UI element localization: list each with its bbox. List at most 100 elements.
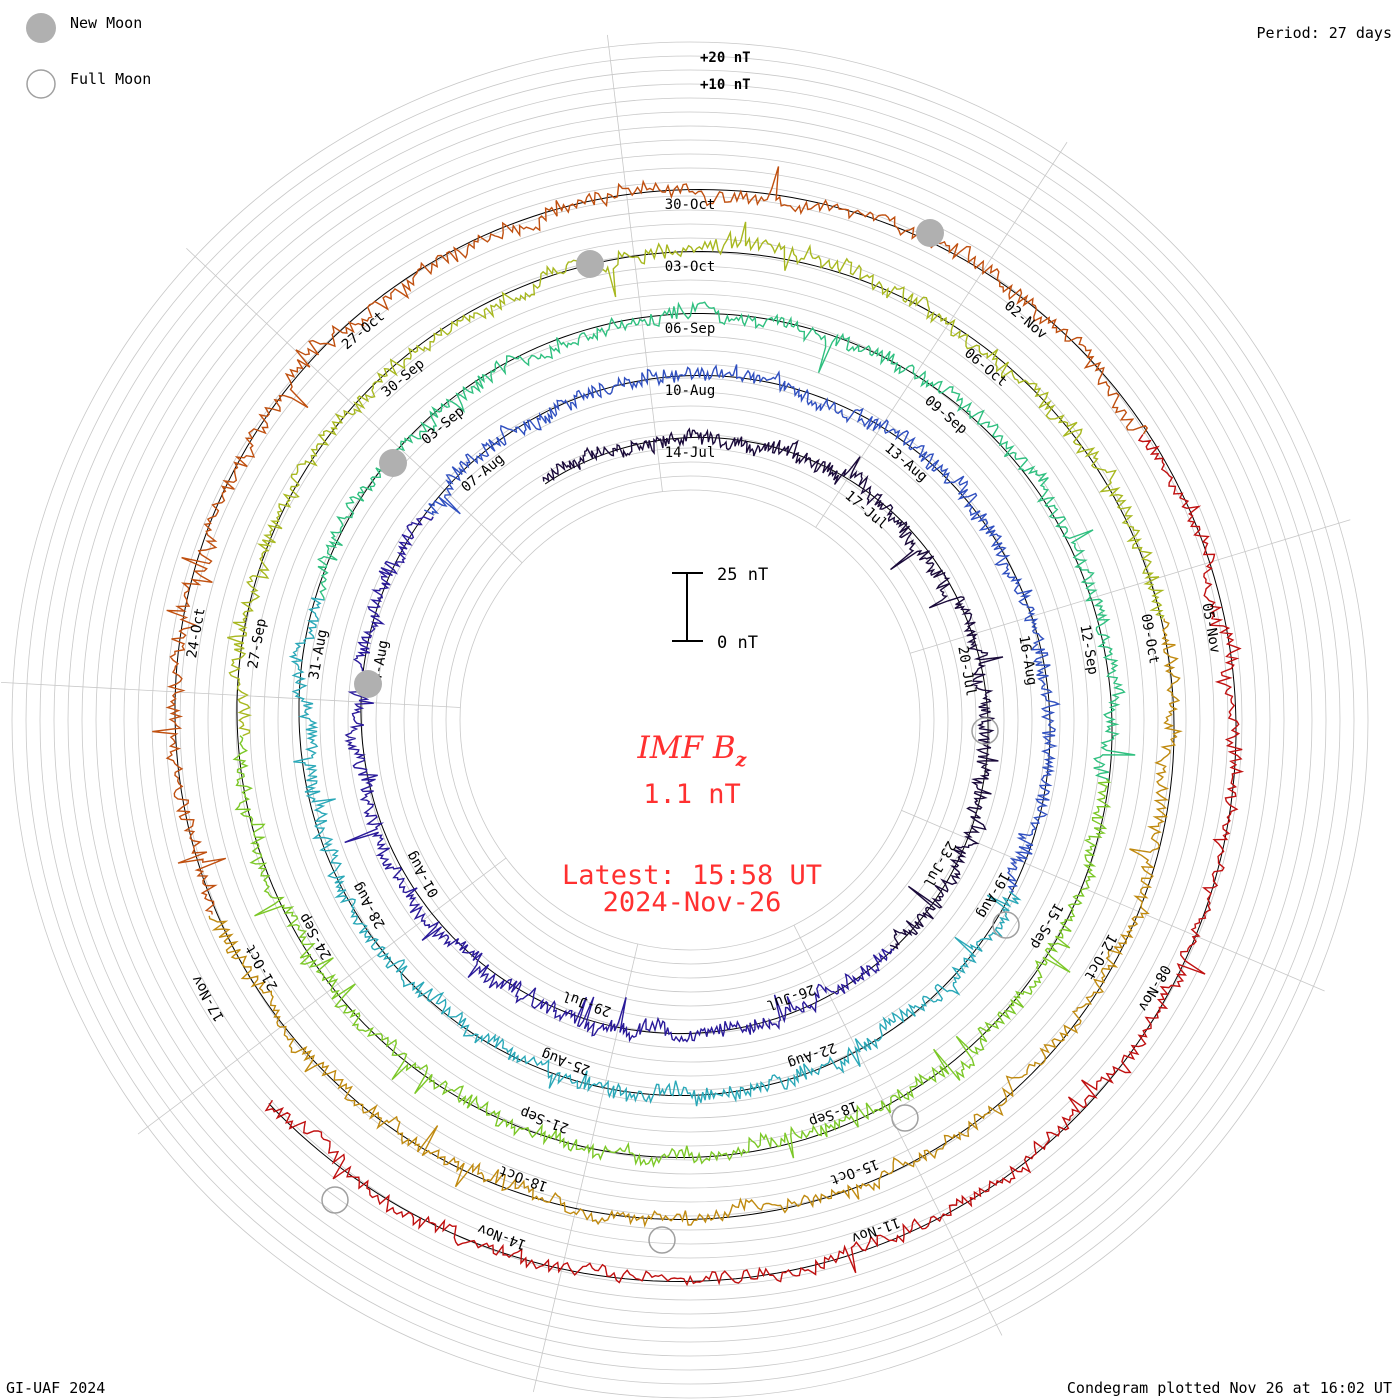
date-label: 24-Oct — [184, 607, 209, 660]
bz-trace-segment — [288, 597, 1022, 1107]
date-label: 14-Jul — [665, 445, 716, 461]
baseline-spiral — [174, 188, 1237, 1283]
scale-bar: 25 nT 0 nT — [672, 565, 768, 653]
bz-trace-segment — [317, 301, 1136, 781]
date-label: 05-Nov — [1198, 602, 1223, 655]
grid-ring — [25, 55, 1355, 1385]
full-moon-icon — [26, 69, 56, 99]
scale-top-label: 25 nT — [717, 565, 768, 585]
grid-spoke — [137, 857, 507, 1135]
latest-date: 2024-Nov-26 — [603, 887, 782, 918]
grid-ring — [375, 405, 1005, 1035]
grid-ring — [109, 139, 1271, 1301]
new-moon-marker — [576, 250, 604, 278]
grid-ring — [445, 475, 935, 965]
baseline-rings — [174, 188, 1237, 1283]
bz-trace-segment — [208, 618, 1183, 1228]
full-moon-marker — [648, 1226, 676, 1254]
grid-ring — [333, 363, 1047, 1077]
full-moon-marker — [971, 717, 999, 745]
date-label: 07-Aug — [458, 451, 507, 496]
date-label: 12-Oct — [1081, 931, 1120, 983]
bz-trace-segment — [152, 166, 1149, 915]
grid-ring — [39, 69, 1341, 1371]
grid-ring — [235, 265, 1145, 1175]
new-moon-marker — [916, 219, 944, 247]
date-label: 30-Oct — [665, 197, 716, 213]
grid-ring — [137, 167, 1243, 1273]
grid-ring — [417, 447, 963, 993]
credit-label: GI-UAF 2024 — [6, 1379, 105, 1397]
grid-ring — [81, 111, 1299, 1329]
date-label: 27-Sep — [245, 617, 270, 670]
quantity-title: IMF Bz — [637, 730, 748, 771]
grid-ring — [67, 97, 1313, 1343]
grid-ring — [249, 279, 1131, 1161]
grid-ring — [291, 321, 1089, 1119]
grid-spoke — [793, 924, 1003, 1336]
grid-rings — [11, 41, 1369, 1399]
date-label: 15-Oct — [828, 1155, 881, 1187]
bz-trace-segment — [344, 515, 895, 1043]
grid-ring — [207, 237, 1173, 1203]
grid-spoke — [607, 34, 663, 492]
new-moon-icon — [26, 13, 56, 43]
scale-bottom-label: 0 nT — [717, 633, 758, 653]
bz-trace-segment — [423, 364, 1061, 894]
date-label: 03-Oct — [665, 259, 716, 275]
grid-spoke — [909, 519, 1351, 654]
grid-ring — [459, 489, 921, 951]
grid-ring — [319, 349, 1061, 1091]
bz-traces — [152, 166, 1245, 1287]
current-value: 1.1 nT — [643, 779, 741, 810]
grid-ring — [389, 419, 991, 1021]
date-label: 10-Aug — [665, 383, 716, 399]
grid-ring — [347, 377, 1033, 1063]
moon-markers — [321, 219, 1020, 1254]
grid-ring — [165, 195, 1215, 1245]
bz-trace-segment — [264, 434, 1245, 1287]
bz-trace-segment — [542, 427, 1004, 950]
date-label: 24-Sep — [296, 910, 335, 962]
date-label: 09-Oct — [1137, 613, 1162, 666]
date-label: 06-Sep — [665, 321, 716, 337]
latest-time: Latest: 15:58 UT — [562, 860, 822, 891]
bz-trace-segment — [232, 735, 1112, 1168]
grid-ring — [11, 41, 1369, 1399]
date-label: 19-Aug — [973, 869, 1012, 921]
date-label: 18-Sep — [807, 1097, 860, 1129]
grid-ring — [361, 391, 1019, 1049]
full-moon-marker — [992, 911, 1020, 939]
new-moon-marker — [354, 670, 382, 698]
grid-ring — [277, 307, 1103, 1133]
period-label: Period: 27 days — [1257, 24, 1392, 42]
ring-label-20: +20 nT — [700, 50, 751, 66]
new-moon-marker — [379, 449, 407, 477]
grid-ring — [263, 293, 1117, 1147]
grid-spoke — [1, 681, 461, 708]
grid-ring — [431, 461, 949, 979]
date-label: 21-Sep — [518, 1104, 571, 1136]
bz-trace-segment — [227, 221, 1165, 737]
legend: New Moon Full Moon — [26, 13, 151, 99]
full-moon-marker — [321, 1186, 349, 1214]
grid-ring — [123, 153, 1257, 1287]
date-label: 09-Sep — [921, 393, 970, 438]
date-label: 06-Oct — [961, 345, 1010, 390]
plotted-label: Condegram plotted Nov 26 at 16:02 UT — [1067, 1379, 1392, 1397]
ring-label-10: +10 nT — [700, 77, 751, 93]
grid-ring — [95, 125, 1285, 1315]
full-moon-label: Full Moon — [70, 70, 151, 88]
grid-ring — [151, 181, 1229, 1259]
date-label: 22-Aug — [785, 1039, 838, 1071]
date-label: 30-Sep — [379, 356, 428, 401]
grid-ring — [53, 83, 1327, 1357]
date-label: 31-Aug — [306, 628, 331, 681]
date-label: 25-Aug — [539, 1045, 592, 1077]
grid-ring — [179, 209, 1201, 1231]
full-moon-marker — [891, 1104, 919, 1132]
date-label: 29-Jul — [560, 987, 613, 1019]
grid-ring — [193, 223, 1187, 1217]
